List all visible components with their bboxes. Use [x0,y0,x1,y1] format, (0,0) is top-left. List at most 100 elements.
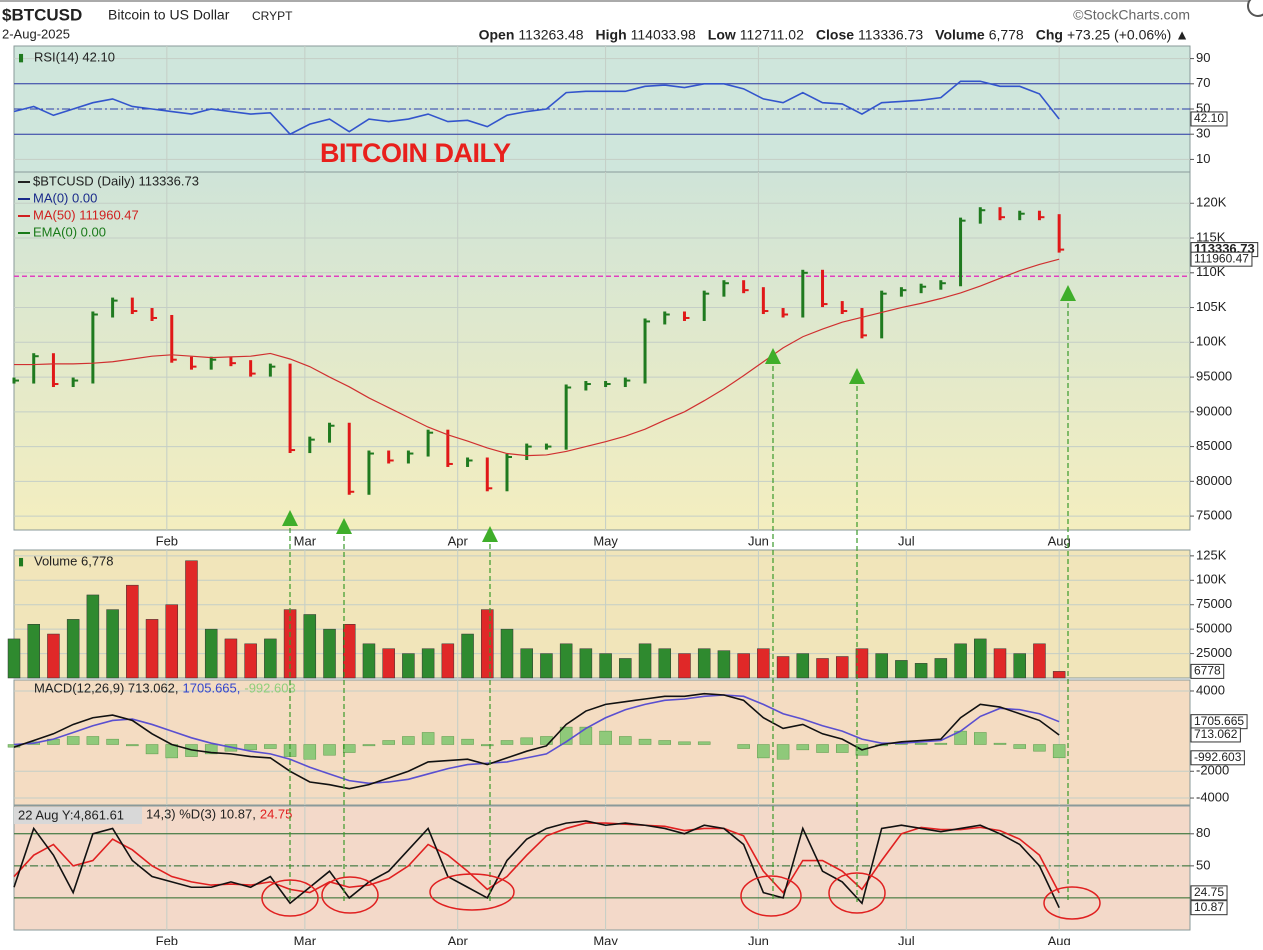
bar [461,633,474,679]
price-bar [821,269,828,308]
bar [441,736,455,745]
bar [126,744,139,747]
price-bar [998,207,1005,221]
price-bar [1037,210,1045,221]
bar [678,741,691,745]
quote-value: 113336.73 [858,27,923,43]
bar [66,619,80,679]
bar [1013,653,1026,679]
last-value-box [1190,885,1228,901]
price-bar [505,454,512,492]
price-bar [387,450,394,464]
close-icon[interactable] [1247,0,1263,17]
price-bar [406,450,414,464]
price-bar [584,381,591,391]
quote-label: Volume [935,27,985,43]
bar [559,643,573,679]
bar [1052,744,1066,759]
bar [86,736,100,745]
quote-label: Open [479,27,515,43]
x-tick-label: Apr [448,933,469,945]
series-line [13,820,1060,909]
series-line [13,80,1060,136]
arrow-head [282,510,298,526]
x-tick-label: Apr [448,533,469,548]
cursor-box [14,807,142,824]
price-bar [328,422,335,443]
price-bar [801,269,808,318]
last-value: 111960.47 [1190,251,1253,267]
last-value-box [1190,663,1225,679]
y-tick-label: 120K [1196,195,1227,210]
x-tick-label: May [593,933,618,945]
bar [540,653,553,679]
bar [638,643,652,679]
y-tick-label: 50 [1196,857,1210,872]
bar [914,663,928,679]
bar [402,653,415,679]
price-bar [899,287,907,297]
y-tick-label: 50000 [1196,621,1232,636]
panel-icon[interactable]: ▮ [18,556,24,568]
y-tick-label: 4000 [1196,682,1225,697]
x-tick-label: May [593,533,618,548]
bar [678,653,691,679]
y-tick-label: 10 [1196,151,1210,166]
bar [974,638,987,679]
bar [224,638,238,679]
highlight-circle [828,872,886,914]
price-bar [840,301,848,315]
price-bar [249,360,256,377]
bar [204,628,218,679]
bar [323,628,336,679]
bar [934,658,948,679]
cursor-label: 22 Aug Y:4,861.61 [18,807,124,822]
bar [579,726,593,745]
price-bar [189,356,197,370]
panel-icon[interactable]: ▮ [18,52,24,64]
bar [717,650,731,679]
price-bar [32,353,39,384]
arrow-head [765,348,781,364]
bar [697,648,711,679]
arrow-head [849,368,865,384]
price-bar [209,356,217,370]
x-tick-label: Feb [156,933,178,945]
price-bar [347,422,355,495]
last-value: 42.10 [1190,111,1228,127]
bar [776,656,790,679]
bar [145,744,159,755]
bar [106,609,119,679]
price-bar [604,381,611,388]
bar [481,744,494,747]
x-tick-label: Feb [156,533,178,548]
panel-bg [13,171,1191,531]
price-bar [51,353,59,388]
legend-label: MA(50) 111960.47 [33,207,139,222]
price-bar [1057,214,1065,253]
y-tick-label: 80 [1196,825,1210,840]
bar [461,738,474,745]
bar [520,648,533,679]
arrow-head [482,526,498,542]
price-bar [860,308,867,339]
bar [362,643,376,679]
price-bar [229,356,236,367]
price-bar [564,384,572,450]
bar [421,732,435,745]
quote-label: Close [816,27,854,43]
bar [520,737,533,745]
bar [855,648,869,679]
price-bar [919,283,927,294]
highlight-circle [261,879,319,917]
last-value-label: 24.75 [1194,885,1224,899]
series-line [13,822,1060,894]
price-bar [525,443,532,461]
bar [244,643,257,679]
bar [362,744,376,747]
bar [145,619,159,679]
bar [816,744,829,753]
quote: Open 113263.48 High 114033.98 Low 112711.02 Cl… [479,27,1189,43]
bar [421,648,435,679]
